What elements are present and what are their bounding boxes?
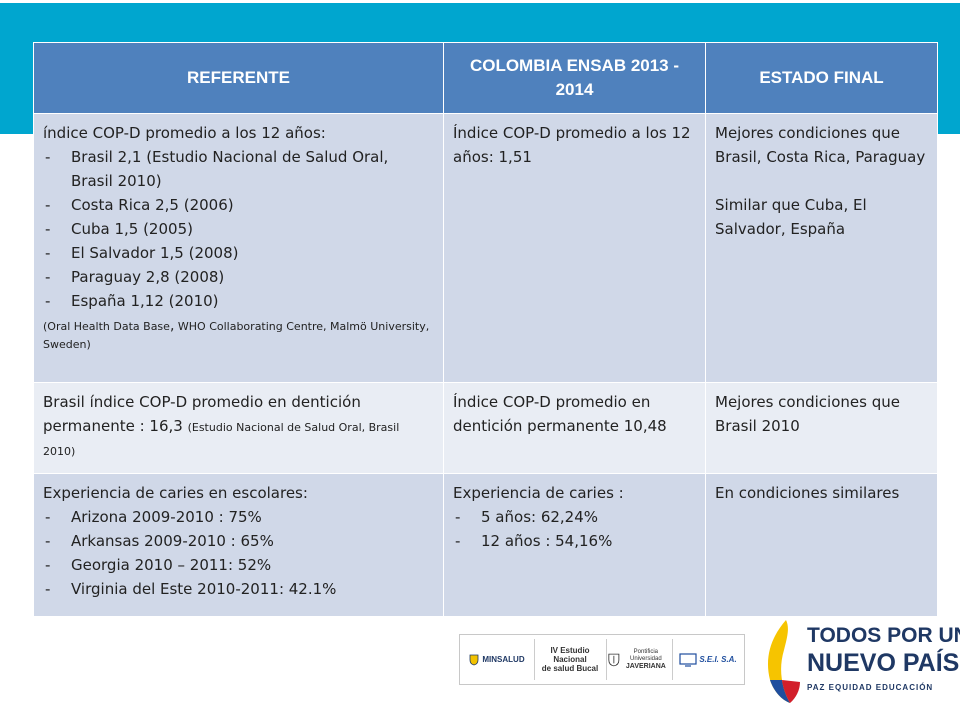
estado-text: Mejores condiciones que Brasil, Costa Ri… — [715, 124, 926, 166]
sei-label: S.E.I. S.A. — [699, 655, 737, 664]
header-estado-final: ESTADO FINAL — [705, 42, 938, 114]
coat-of-arms-icon — [469, 654, 479, 665]
referente-intro: índice COP-D promedio a los 12 años: — [43, 124, 326, 142]
colombia-list: 5 años: 62,24% 12 años : 54,16% — [453, 505, 696, 553]
header-referente: REFERENTE — [33, 42, 444, 114]
comparison-table: REFERENTE COLOMBIA ENSAB 2013 - 2014 EST… — [33, 42, 938, 617]
header-colombia: COLOMBIA ENSAB 2013 - 2014 — [443, 42, 706, 114]
university-shield-icon — [608, 653, 620, 666]
list-item: Virginia del Este 2010-2011: 42.1% — [43, 577, 434, 601]
list-item: Costa Rica 2,5 (2006) — [43, 193, 434, 217]
list-item: Brasil 2,1 (Estudio Nacional de Salud Or… — [43, 145, 434, 193]
list-item: 5 años: 62,24% — [453, 505, 696, 529]
list-item: Arizona 2009-2010 : 75% — [43, 505, 434, 529]
javeriana-line-2: JAVERIANA — [625, 662, 666, 670]
source-note: (Estudio Nacional de Salud Oral, Brasil … — [43, 421, 400, 458]
table-row: índice COP-D promedio a los 12 años: Bra… — [33, 113, 938, 383]
list-item: 12 años : 54,16% — [453, 529, 696, 553]
list-item: El Salvador 1,5 (2008) — [43, 241, 434, 265]
sei-monitor-icon — [679, 652, 697, 667]
list-item: España 1,12 (2010) — [43, 289, 434, 313]
list-item: Paraguay 2,8 (2008) — [43, 265, 434, 289]
referente-intro: Experiencia de caries en escolares: — [43, 484, 308, 502]
flag-swoosh-icon — [767, 620, 800, 703]
list-item: Arkansas 2009-2010 : 65% — [43, 529, 434, 553]
source-note-a: (Oral Health Data Base — [43, 320, 170, 333]
table-row: Brasil índice COP-D promedio en dentició… — [33, 382, 938, 474]
estudio-line-2: de salud Bucal — [541, 664, 599, 673]
estudio-line-1: IV Estudio Nacional — [550, 646, 590, 664]
list-item: Georgia 2010 – 2011: 52% — [43, 553, 434, 577]
source-note: (Oral Health Data Base, WHO Collaboratin… — [43, 317, 434, 354]
estudio-logo: IV Estudio Nacional de salud Bucal — [536, 635, 604, 684]
list-item: Cuba 1,5 (2005) — [43, 217, 434, 241]
estado-cell: Mejores condiciones que Brasil, Costa Ri… — [705, 113, 938, 383]
javeriana-logo: Pontificia Universidad JAVERIANA — [608, 635, 670, 684]
sei-logo: S.E.I. S.A. — [674, 635, 742, 684]
referente-list: Arizona 2009-2010 : 75% Arkansas 2009-20… — [43, 505, 434, 601]
table-header-row: REFERENTE COLOMBIA ENSAB 2013 - 2014 EST… — [33, 42, 938, 114]
brand-tagline: PAZ EQUIDAD EDUCACIÓN — [807, 683, 934, 692]
todos-por-un-nuevo-pais-logo: TODOS POR UN NUEVO PAÍS PAZ EQUIDAD EDUC… — [756, 618, 960, 704]
estado-cell: En condiciones similares — [705, 473, 938, 617]
estado-cell: Mejores condiciones que Brasil 2010 — [705, 382, 938, 474]
javeriana-line-1: Pontificia Universidad — [630, 648, 662, 662]
partner-logos: MINSALUD IV Estudio Nacional de salud Bu… — [459, 634, 745, 685]
colombia-cell: Experiencia de caries : 5 años: 62,24% 1… — [443, 473, 706, 617]
referente-cell: Experiencia de caries en escolares: Ariz… — [33, 473, 444, 617]
source-note-comma: , — [169, 318, 175, 334]
colombia-cell: Índice COP-D promedio en dentición perma… — [443, 382, 706, 474]
referente-list: Brasil 2,1 (Estudio Nacional de Salud Or… — [43, 145, 434, 313]
colombia-cell: Índice COP-D promedio a los 12 años: 1,5… — [443, 113, 706, 383]
referente-cell: índice COP-D promedio a los 12 años: Bra… — [33, 113, 444, 383]
referente-main: Brasil índice COP-D promedio en dentició… — [43, 393, 361, 435]
referente-cell: Brasil índice COP-D promedio en dentició… — [33, 382, 444, 474]
brand-line-1: TODOS POR UN — [807, 624, 960, 647]
brand-line-2: NUEVO PAÍS — [807, 649, 960, 677]
minsalud-logo: MINSALUD — [462, 635, 532, 684]
minsalud-label: MINSALUD — [482, 655, 525, 664]
estado-text: Similar que Cuba, El Salvador, España — [715, 196, 867, 238]
colombia-intro: Experiencia de caries : — [453, 484, 624, 502]
table-row: Experiencia de caries en escolares: Ariz… — [33, 473, 938, 617]
source-note-b: WHO Collaborating Centre, Malmö Universi… — [43, 320, 430, 351]
